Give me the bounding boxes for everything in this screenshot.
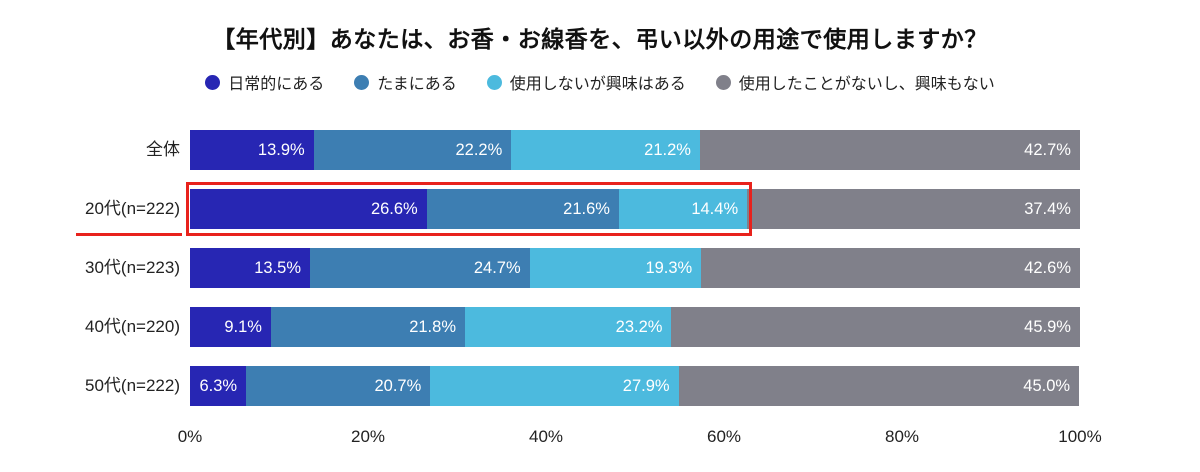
segment-value-label: 42.6%: [1024, 258, 1071, 277]
segment-value-label: 37.4%: [1024, 199, 1071, 218]
segment-value-label: 21.6%: [563, 199, 610, 218]
legend-item: 使用しないが興味はある: [486, 70, 686, 94]
bar-segment[interactable]: 23.2%: [465, 307, 672, 347]
legend-dot-icon: [486, 74, 502, 90]
bar-rows: 全体 13.9% 22.2% 21.2% 42.7% 20代(n=222) 26.6% 21.…: [0, 130, 1200, 406]
legend-label: たまにある: [377, 76, 457, 93]
segment-value-label: 14.4%: [691, 199, 739, 218]
segment-value-label: 20.7%: [374, 376, 422, 395]
segment-value-label: 45.0%: [1023, 376, 1071, 395]
bar-segment[interactable]: 42.7%: [699, 130, 1080, 170]
segment-value-label: 22.2%: [455, 140, 503, 159]
bar-segment[interactable]: 21.8%: [270, 307, 465, 347]
segment-value-label: 21.2%: [644, 140, 691, 159]
stacked-bar-chart: 全体 13.9% 22.2% 21.2% 42.7% 20代(n=222) 26.6% 21.…: [0, 130, 1200, 451]
legend-item: 使用したことがないし、興味もない: [715, 70, 995, 94]
legend-dot-icon: [715, 74, 731, 90]
bar-row: 50代(n=222) 6.3% 20.7% 27.9% 45.0%: [0, 366, 1200, 406]
segment-value-label: 27.9%: [622, 376, 670, 395]
bar-row: 20代(n=222) 26.6% 21.6% 14.4% 37.4%: [0, 182, 1200, 236]
bar-segment[interactable]: 37.4%: [747, 189, 1080, 229]
bar-segment[interactable]: 22.2%: [313, 130, 512, 170]
bar-segment[interactable]: 9.1%: [190, 307, 271, 347]
x-axis-tick: 100%: [1058, 427, 1102, 446]
x-axis: 0% 20% 40% 60% 80% 100%: [178, 425, 1102, 451]
bar-segment[interactable]: 24.7%: [310, 248, 530, 288]
bar-row: 40代(n=220) 9.1% 21.8% 23.2% 45.9%: [0, 307, 1200, 347]
bar-segment[interactable]: 45.9%: [671, 307, 1080, 347]
x-axis-tick: 20%: [350, 427, 386, 446]
bar-segment[interactable]: 19.3%: [529, 248, 702, 288]
legend-label: 使用したことがないし、興味もない: [738, 76, 995, 93]
category-label: 20代(n=222): [0, 189, 190, 236]
category-label: 30代(n=223): [85, 258, 180, 277]
legend-item: たまにある: [354, 70, 457, 94]
stacked-bar: 9.1% 21.8% 23.2% 45.9%: [190, 307, 1080, 347]
legend: 日常的にある たまにある 使用しないが興味はある 使用したことがないし、興味もない: [0, 70, 1200, 94]
bar-segment[interactable]: 14.4%: [618, 189, 748, 229]
category-label: 50代(n=222): [85, 376, 180, 395]
segment-value-label: 24.7%: [473, 258, 521, 277]
x-axis-tick: 0%: [177, 427, 203, 446]
bar-segment[interactable]: 21.2%: [511, 130, 700, 170]
category-underline: [76, 233, 182, 236]
bar-segment[interactable]: 45.0%: [678, 366, 1080, 406]
bar-segment[interactable]: 21.6%: [426, 189, 619, 229]
bar-segment[interactable]: 6.3%: [190, 366, 247, 406]
stacked-bar: 13.9% 22.2% 21.2% 42.7%: [190, 130, 1080, 170]
bar-segment[interactable]: 13.9%: [190, 130, 314, 170]
segment-value-label: 42.7%: [1024, 140, 1071, 159]
segment-value-label: 26.6%: [370, 199, 418, 218]
bar-segment[interactable]: 13.5%: [190, 248, 311, 288]
segment-value-label: 21.8%: [409, 317, 456, 336]
bar-row: 全体 13.9% 22.2% 21.2% 42.7%: [0, 130, 1200, 170]
legend-label: 日常的にある: [228, 76, 325, 93]
category-label: 全体: [146, 140, 180, 159]
legend-label: 使用しないが興味はある: [509, 76, 686, 93]
x-axis-tick: 80%: [884, 427, 920, 446]
segment-value-label: 13.5%: [254, 258, 302, 277]
stacked-bar: 6.3% 20.7% 27.9% 45.0%: [190, 366, 1080, 406]
bar-segment[interactable]: 20.7%: [246, 366, 431, 406]
bar-segment[interactable]: 42.6%: [701, 248, 1080, 288]
category-label: 40代(n=220): [85, 317, 180, 336]
chart-title: 【年代別】あなたは、お香・お線香を、弔い以外の用途で使用しますか？: [212, 26, 988, 52]
segment-value-label: 9.1%: [224, 317, 262, 336]
legend-dot-icon: [354, 74, 370, 90]
legend-dot-icon: [205, 74, 221, 90]
bar-segment[interactable]: 26.6%: [190, 189, 427, 229]
bar-row: 30代(n=223) 13.5% 24.7% 19.3% 42.6%: [0, 248, 1200, 288]
segment-value-label: 19.3%: [645, 258, 693, 277]
segment-value-label: 6.3%: [199, 376, 238, 395]
bar-segment[interactable]: 27.9%: [430, 366, 679, 406]
segment-value-label: 13.9%: [257, 140, 305, 159]
segment-value-label: 23.2%: [615, 317, 663, 336]
segment-value-label: 45.9%: [1024, 317, 1071, 336]
stacked-bar: 26.6% 21.6% 14.4% 37.4%: [186, 182, 1080, 236]
stacked-bar: 13.5% 24.7% 19.3% 42.6%: [190, 248, 1080, 288]
x-axis-tick: 60%: [706, 427, 742, 446]
legend-item: 日常的にある: [205, 70, 324, 94]
x-axis-tick: 40%: [528, 427, 564, 446]
